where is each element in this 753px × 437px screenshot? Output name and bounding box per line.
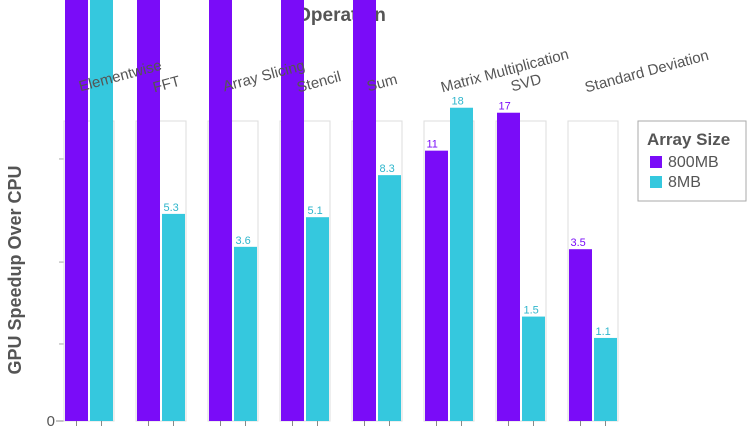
bar-svd-8mb bbox=[522, 316, 545, 421]
legend-swatch-8mb bbox=[650, 176, 662, 188]
legend: Array Size 800MB 8MB bbox=[637, 120, 747, 202]
data-label-array-slicing-8mb: 3.6 bbox=[236, 235, 251, 247]
bar-standard-deviation-8mb bbox=[594, 337, 617, 421]
panel-standard-deviation: 3.5 1.1 bbox=[567, 120, 619, 426]
panel-fft: 2105.3 bbox=[135, 0, 187, 426]
category-label-matrix-multiplication: Matrix Multiplication bbox=[439, 46, 571, 97]
data-label-fft-8mb: 5.3 bbox=[164, 202, 179, 214]
facet-panels: 2701502105.31903.61505.1668.31118171.53.… bbox=[63, 0, 619, 426]
y-tick-label: 0 bbox=[47, 413, 55, 430]
bar-fft-8mb bbox=[162, 213, 185, 421]
bar-stencil-8mb bbox=[306, 217, 329, 421]
bar-standard-deviation-800mb bbox=[569, 249, 592, 421]
panel-frame bbox=[495, 120, 547, 422]
legend-title: Array Size bbox=[647, 130, 730, 149]
panel-frame bbox=[423, 120, 475, 422]
panel-frame bbox=[279, 120, 331, 422]
bar-array-slicing-800mb bbox=[209, 0, 232, 421]
bar-svd-800mb bbox=[497, 112, 520, 421]
data-label-matrix-multiplication-800mb: 11 bbox=[427, 139, 438, 151]
data-label-standard-deviation-8mb: 1.1 bbox=[596, 326, 611, 338]
bar-elementwise-800mb bbox=[65, 0, 88, 421]
panel-sum: 668.3 bbox=[351, 0, 403, 426]
data-label-matrix-multiplication-8mb: 18 bbox=[452, 96, 464, 108]
panel-frame bbox=[351, 120, 403, 422]
y-axis: 0400800 bbox=[47, 121, 65, 430]
panel-elementwise: 270150 bbox=[63, 0, 115, 426]
legend-swatch-800mb bbox=[650, 156, 662, 168]
data-label-sum-8mb: 8.3 bbox=[380, 163, 395, 175]
legend-label-8mb: 8MB bbox=[668, 174, 701, 191]
panel-frame bbox=[135, 120, 187, 422]
bar-sum-800mb bbox=[353, 0, 376, 421]
bar-sum-8mb bbox=[378, 175, 401, 421]
category-label-standard-deviation: Standard Deviation bbox=[583, 47, 711, 96]
data-label-svd-800mb: 17 bbox=[499, 101, 511, 113]
bar-matrix-multiplication-800mb bbox=[425, 150, 448, 421]
panel-frame bbox=[567, 120, 619, 422]
panel-frame bbox=[207, 120, 259, 422]
bar-matrix-multiplication-8mb bbox=[450, 107, 473, 421]
panel-array-slicing: 1903.6 bbox=[207, 0, 259, 426]
panel-matrix-multiplication: 11 18 bbox=[423, 96, 475, 426]
bar-fft-800mb bbox=[137, 0, 160, 422]
category-label-fft: FFT bbox=[151, 73, 182, 97]
panel-svd: 171.5 bbox=[495, 101, 547, 426]
panel-stencil: 1505.1 bbox=[279, 0, 331, 426]
bar-stencil-800mb bbox=[281, 0, 304, 422]
y-axis-label: GPU Speedup Over CPU bbox=[5, 165, 25, 374]
bar-elementwise-8mb bbox=[90, 0, 113, 422]
bar-array-slicing-8mb bbox=[234, 246, 257, 421]
data-label-svd-8mb: 1.5 bbox=[524, 305, 539, 317]
legend-label-800mb: 800MB bbox=[668, 154, 719, 171]
data-label-standard-deviation-800mb: 3.5 bbox=[571, 237, 586, 249]
data-label-stencil-8mb: 5.1 bbox=[308, 205, 323, 217]
panel-frame bbox=[63, 120, 115, 422]
